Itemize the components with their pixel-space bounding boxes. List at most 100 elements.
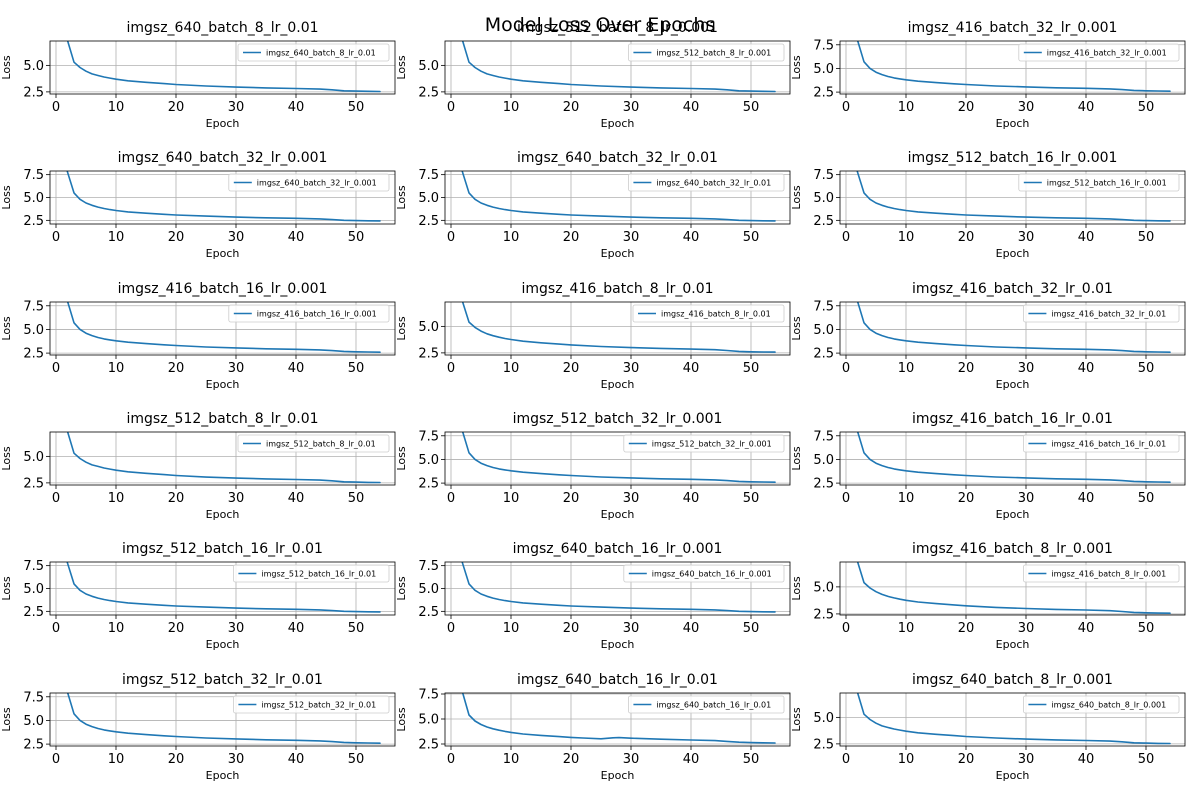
x-tick-label: 30: [228, 752, 245, 767]
x-axis-label: Epoch: [996, 247, 1030, 260]
y-tick-label: 5.0: [813, 580, 834, 595]
x-tick-label: 20: [958, 621, 975, 636]
x-tick-label: 0: [447, 621, 455, 636]
subplot-13: 0 10 20 30 40 50 2.5 5.0 7.5 imgsz_512_batch_16_l…: [0, 541, 396, 651]
x-tick-label: 50: [743, 752, 760, 767]
legend-frame: [232, 695, 390, 714]
figure-title: Model Loss Over Epochs: [485, 14, 716, 36]
y-tick-label: 2.5: [23, 85, 44, 100]
x-tick-label: 50: [1138, 491, 1155, 506]
legend: imgsz_416_batch_8_lr_0.01: [632, 304, 785, 323]
x-tick-label: 50: [348, 361, 365, 376]
x-tick-label: 30: [1018, 361, 1035, 376]
subplot-1: 0 10 20 30 40 50 2.5 5.0 imgsz_640_batch_8_lr_0.…: [0, 20, 396, 130]
y-axis-label: Loss: [0, 55, 13, 79]
x-tick-label: 0: [447, 752, 455, 767]
loss-line: [856, 41, 1171, 92]
subplot-16: 0 10 20 30 40 50 2.5 5.0 7.5 imgsz_512_batch_32_l…: [0, 672, 396, 782]
axes-frame: [444, 692, 791, 747]
legend-label: imgsz_512_batch_8_lr_0.001: [656, 49, 771, 58]
x-tick-label: 10: [108, 361, 125, 376]
y-axis-label: Loss: [395, 185, 408, 209]
subplot-title: imgsz_416_batch_8_lr_0.01: [521, 281, 713, 297]
subplot-7: 0 10 20 30 40 50 2.5 5.0 7.5 imgsz_416_batch_16_l…: [0, 281, 396, 391]
subplot-title: imgsz_640_batch_8_lr_0.001: [912, 672, 1113, 688]
x-axis-label: Epoch: [206, 769, 240, 782]
subplot-11: 0 10 20 30 40 50 2.5 5.0 7.5 imgsz_512_batch_32_l…: [395, 411, 791, 521]
x-tick-label: 20: [168, 230, 185, 245]
x-tick-label: 10: [108, 230, 125, 245]
x-axis-label: Epoch: [206, 247, 240, 260]
y-tick-label: 2.5: [813, 477, 834, 492]
y-axis-label: Loss: [395, 316, 408, 340]
y-axis-label: Loss: [790, 55, 803, 79]
y-tick-label: 5.0: [418, 453, 439, 468]
subplot-4: 0 10 20 30 40 50 2.5 5.0 7.5 imgsz_640_batch_32_l…: [0, 150, 396, 260]
subplot-18: 0 10 20 30 40 50 2.5 5.0 imgsz_640_batch_8_lr_0.…: [790, 672, 1186, 782]
x-tick-label: 50: [743, 230, 760, 245]
subplot-title: imgsz_512_batch_8_lr_0.001: [517, 20, 718, 36]
x-tick-label: 20: [168, 621, 185, 636]
subplot-14: 0 10 20 30 40 50 2.5 5.0 7.5 imgsz_640_batch_16_l…: [395, 541, 791, 651]
subplot-3: 0 10 20 30 40 50 2.5 5.0 7.5 imgsz_416_batch_32_l…: [790, 20, 1186, 130]
y-axis-label: Loss: [395, 55, 408, 79]
x-tick-label: 20: [563, 621, 580, 636]
x-tick-label: 50: [1138, 230, 1155, 245]
x-tick-label: 10: [898, 752, 915, 767]
subplot-title: imgsz_416_batch_8_lr_0.001: [912, 541, 1113, 557]
subplot-title: imgsz_512_batch_16_lr_0.01: [122, 541, 323, 557]
y-axis-label: Loss: [0, 185, 13, 209]
x-tick-label: 30: [623, 230, 640, 245]
axes-frame: [444, 40, 791, 95]
subplot-grid: 0 10 20 30 40 50 2.5 5.0 imgsz_640_batch_8_lr_0.…: [0, 20, 1186, 782]
x-tick-label: 40: [683, 491, 700, 506]
legend-label: imgsz_640_batch_8_lr_0.01: [266, 49, 376, 58]
x-tick-label: 10: [108, 100, 125, 115]
y-tick-label: 2.5: [23, 738, 44, 753]
legend: imgsz_416_batch_16_lr_0.001: [228, 304, 390, 323]
y-tick-label: 5.0: [23, 582, 44, 597]
y-tick-label: 5.0: [23, 59, 44, 74]
loss-line: [461, 432, 776, 484]
x-axis-label: Epoch: [206, 117, 240, 130]
x-tick-label: 30: [1018, 100, 1035, 115]
x-axis-label: Epoch: [206, 508, 240, 521]
axes-frame: [49, 692, 396, 747]
legend-frame: [628, 173, 785, 192]
x-tick-label: 30: [228, 230, 245, 245]
x-axis-label: Epoch: [601, 117, 635, 130]
legend-frame: [1023, 695, 1180, 714]
legend: imgsz_640_batch_8_lr_0.001: [1023, 695, 1180, 714]
y-tick-label: 7.5: [813, 38, 834, 53]
y-tick-label: 2.5: [813, 737, 834, 752]
y-tick-label: 2.5: [418, 85, 439, 100]
legend-frame: [628, 695, 785, 714]
x-tick-label: 0: [52, 752, 60, 767]
x-tick-label: 10: [898, 361, 915, 376]
x-axis-label: Epoch: [996, 638, 1030, 651]
x-tick-label: 0: [52, 230, 60, 245]
x-tick-label: 0: [52, 621, 60, 636]
legend: imgsz_416_batch_8_lr_0.001: [1023, 564, 1180, 583]
x-tick-label: 0: [842, 100, 850, 115]
x-tick-label: 40: [1078, 491, 1095, 506]
y-axis-label: Loss: [790, 576, 803, 600]
y-tick-label: 7.5: [23, 168, 44, 183]
y-axis-label: Loss: [0, 316, 13, 340]
y-tick-label: 7.5: [23, 299, 44, 314]
loss-line: [66, 432, 381, 484]
x-tick-label: 10: [503, 491, 520, 506]
subplot-title: imgsz_512_batch_32_lr_0.001: [513, 411, 723, 427]
x-axis-label: Epoch: [601, 247, 635, 260]
legend: imgsz_512_batch_16_lr_0.01: [232, 564, 390, 583]
x-axis-label: Epoch: [206, 638, 240, 651]
legend: imgsz_512_batch_16_lr_0.001: [1018, 173, 1180, 192]
y-tick-label: 7.5: [23, 690, 44, 705]
y-tick-label: 2.5: [23, 214, 44, 229]
y-tick-label: 7.5: [813, 429, 834, 444]
x-tick-label: 50: [743, 621, 760, 636]
x-tick-label: 0: [842, 621, 850, 636]
x-tick-label: 30: [228, 491, 245, 506]
legend-label: imgsz_512_batch_16_lr_0.01: [261, 570, 376, 579]
axes-frame: [839, 692, 1186, 747]
